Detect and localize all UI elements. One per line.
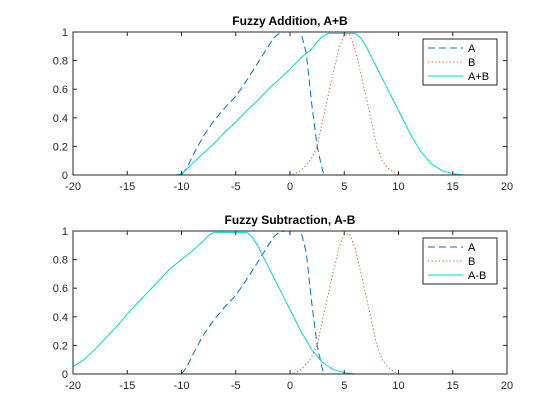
series-line-a-b	[73, 231, 507, 374]
chart-title: Fuzzy Subtraction, A-B	[225, 213, 356, 227]
legend-label: A+B	[468, 71, 489, 83]
x-tick-label: 15	[447, 181, 459, 193]
x-tick-label: 5	[341, 380, 347, 392]
x-tick-label: -15	[119, 380, 135, 392]
x-tick-label: 0	[287, 380, 293, 392]
x-tick-label: -5	[231, 181, 241, 193]
legend-label: B	[468, 256, 475, 268]
x-tick-label: -10	[174, 181, 190, 193]
legend: AB A+B	[422, 38, 498, 86]
series-line-b	[289, 233, 399, 374]
axis-layer: -20 -15 -10 -5 0 5 10 15 20 0 0.2 0.4 0.6 0.8 1	[53, 226, 513, 392]
x-tick-label: 5	[341, 181, 347, 193]
legend-label: B	[468, 57, 475, 69]
x-tick-label: -20	[65, 380, 81, 392]
y-tick-label: 0.8	[53, 255, 68, 267]
legend-label: A	[468, 43, 476, 55]
x-tick-label: -10	[174, 380, 190, 392]
series-layer	[105, 32, 475, 175]
x-tick-label: -20	[65, 181, 81, 193]
x-tick-label: -5	[231, 380, 241, 392]
y-tick-label: 0	[62, 170, 68, 182]
series-line-b	[105, 34, 475, 175]
y-tick-label: 0.2	[53, 340, 68, 352]
series-line-a	[105, 32, 475, 175]
y-tick-label: 1	[62, 27, 68, 39]
x-tick-label: 0	[287, 181, 293, 193]
x-tick-label: 10	[392, 380, 404, 392]
series-line-a-b	[105, 32, 475, 175]
chart-title: Fuzzy Addition, A+B	[232, 14, 348, 28]
x-tick-label: 20	[501, 181, 513, 193]
legend: AB A-B	[422, 237, 498, 285]
legend-label: A	[468, 242, 476, 254]
y-tick-label: 0	[62, 369, 68, 381]
y-tick-label: 0.2	[53, 141, 68, 153]
y-tick-label: 1	[62, 226, 68, 238]
x-tick-label: 15	[447, 380, 459, 392]
subplot-fuzzy-subtraction: Fuzzy Subtraction, A-B -20 -15 -10 -5 0 5 10 15…	[53, 213, 513, 392]
series-line-a	[181, 231, 326, 374]
axis-layer: -20 -15 -10 -5 0 5 10 15 20 0 0.2 0.4 0.6 0.8 1	[53, 27, 513, 193]
x-tick-label: 10	[392, 181, 404, 193]
series-layer	[73, 231, 507, 374]
x-tick-label: 20	[501, 380, 513, 392]
legend-label: A-B	[468, 270, 486, 282]
y-tick-label: 0.6	[53, 84, 68, 96]
x-tick-label: -15	[119, 181, 135, 193]
y-tick-label: 0.4	[53, 113, 68, 125]
subplot-fuzzy-addition: Fuzzy Addition, A+B -20 -15 -10 -5 0 5 10 15 200…	[53, 14, 513, 193]
y-tick-label: 0.6	[53, 283, 68, 295]
y-tick-label: 0.4	[53, 312, 68, 324]
y-tick-label: 0.8	[53, 56, 68, 68]
